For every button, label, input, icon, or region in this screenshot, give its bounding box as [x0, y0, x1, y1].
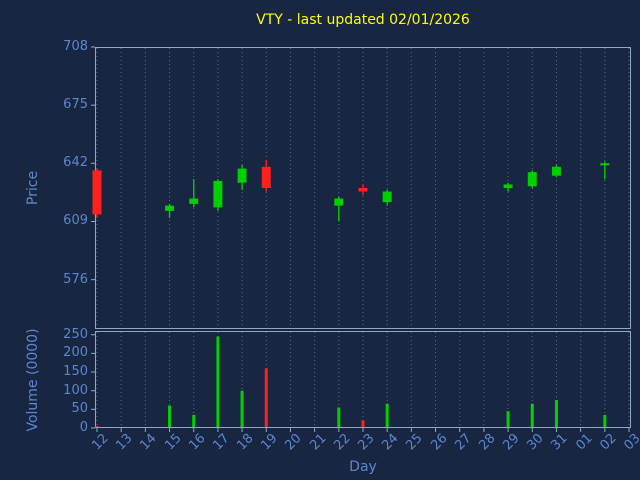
x-axis-label: Day: [349, 459, 377, 475]
price-tick-label: 576: [63, 271, 88, 287]
price-tick-label: 609: [63, 213, 88, 229]
chart-title: VTY - last updated 02/01/2026: [256, 12, 470, 28]
volume-tick-label: 100: [63, 382, 88, 398]
volume-tick-label: 250: [63, 326, 88, 342]
volume-tick-label: 200: [63, 345, 88, 361]
volume-axis-label: Volume (0000): [25, 328, 41, 432]
volume-panel: [95, 331, 631, 428]
price-tick-label: 708: [63, 39, 88, 54]
volume-tick-label: 150: [63, 364, 88, 380]
volume-tick-label: 50: [71, 401, 88, 417]
price-axis-label: Price: [25, 170, 41, 206]
price-panel: [95, 47, 631, 329]
price-tick-label: 642: [63, 155, 88, 171]
price-tick-label: 675: [63, 97, 88, 113]
volume-tick-label: 0: [79, 420, 88, 435]
